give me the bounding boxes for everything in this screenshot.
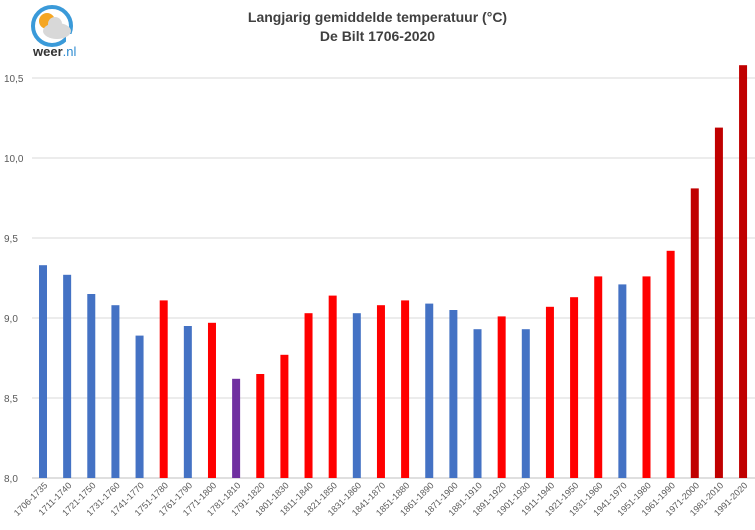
bar bbox=[618, 284, 627, 478]
y-tick-label: 10,0 bbox=[4, 154, 24, 165]
subtitle-line: De Bilt 1706-2020 bbox=[319, 28, 436, 44]
y-tick-label: 9,5 bbox=[4, 234, 18, 245]
bar bbox=[352, 313, 361, 478]
title-line: Langjarig gemiddelde temperatuur (°C) bbox=[247, 9, 508, 25]
bar bbox=[449, 310, 458, 478]
logo-text: weer.nl bbox=[33, 44, 77, 59]
bar bbox=[111, 305, 120, 478]
bar bbox=[594, 276, 603, 478]
bar bbox=[425, 303, 434, 478]
y-tick-label: 8,5 bbox=[4, 394, 18, 405]
bar bbox=[497, 316, 506, 478]
y-tick-label: 8,0 bbox=[4, 474, 18, 485]
bar bbox=[328, 295, 337, 478]
bar bbox=[521, 329, 530, 478]
y-tick-label: 10,5 bbox=[4, 74, 24, 85]
bar bbox=[570, 297, 579, 478]
bar bbox=[401, 300, 410, 478]
bar bbox=[232, 378, 241, 478]
bar bbox=[739, 65, 748, 478]
bar bbox=[87, 294, 96, 478]
y-tick-label: 9,0 bbox=[4, 314, 18, 325]
bar bbox=[642, 276, 651, 478]
bar bbox=[63, 274, 72, 478]
bar bbox=[690, 188, 699, 478]
bar bbox=[280, 354, 289, 478]
bar bbox=[207, 322, 216, 478]
bar bbox=[135, 335, 144, 478]
chart-title: Langjarig gemiddelde temperatuur (°C) De… bbox=[0, 8, 755, 46]
bar bbox=[376, 305, 385, 478]
bar bbox=[183, 326, 192, 478]
bar bbox=[256, 374, 265, 478]
bar bbox=[304, 313, 313, 478]
bar bbox=[545, 306, 554, 478]
weer-logo-icon bbox=[31, 5, 74, 47]
bar bbox=[714, 127, 723, 478]
bar bbox=[666, 250, 675, 478]
bar bbox=[159, 300, 168, 478]
bar bbox=[473, 329, 482, 478]
bar bbox=[39, 265, 47, 478]
